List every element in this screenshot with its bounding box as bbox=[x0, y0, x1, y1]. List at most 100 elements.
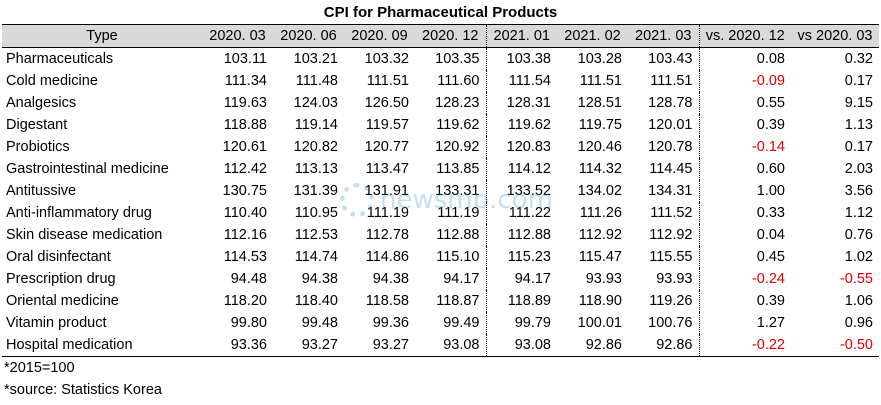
row-type-label: Prescription drug bbox=[6, 271, 116, 287]
table-cell: 112.42 bbox=[223, 161, 267, 177]
table-cell: 124.03 bbox=[293, 95, 338, 111]
table-cell: 119.57 bbox=[365, 117, 409, 133]
table-cell: 99.49 bbox=[415, 312, 487, 334]
table-cell: -0.09 bbox=[751, 73, 785, 89]
table-cell: 103.35 bbox=[415, 47, 487, 70]
table-cell: 115.47 bbox=[578, 249, 622, 265]
table-cell: 115.10 bbox=[415, 246, 487, 268]
table-cell: 0.08 bbox=[756, 51, 785, 67]
table-cell: 114.45 bbox=[628, 158, 700, 180]
table-cell: 111.51 bbox=[628, 70, 700, 92]
table-cell: 99.80 bbox=[230, 315, 267, 331]
table-row: Antitussive 130.75 131.39 131.91 133.31 133.5… bbox=[2, 180, 879, 202]
table-cell: 115.55 bbox=[628, 246, 700, 268]
table-cell: 120.82 bbox=[293, 139, 338, 155]
table-cell: 128.51 bbox=[577, 95, 622, 111]
table-cell: 114.12 bbox=[507, 161, 551, 177]
row-type-label: Hospital medication bbox=[2, 334, 202, 357]
table-cell: 118.87 bbox=[415, 290, 487, 312]
table-title: CPI for Pharmaceutical Products bbox=[323, 4, 558, 21]
table-cell: 0.33 bbox=[756, 205, 785, 221]
table-cell: 111.52 bbox=[628, 202, 700, 224]
table-cell: 111.48 bbox=[295, 73, 338, 89]
table-cell: 93.36 bbox=[202, 334, 273, 357]
row-type-label: Gastrointestinal medicine bbox=[6, 161, 169, 177]
table-cell: 103.38 bbox=[506, 51, 551, 67]
table-cell: 92.86 bbox=[628, 334, 700, 357]
column-header: 2021. 01 bbox=[486, 24, 557, 48]
table-cell: 1.12 bbox=[844, 205, 873, 221]
table-cell: 93.08 bbox=[486, 334, 557, 357]
table-cell: 0.39 bbox=[756, 117, 785, 133]
table-cell: 93.93 bbox=[585, 271, 622, 287]
table-cell: 112.78 bbox=[365, 227, 409, 243]
row-type-label: Anti-inflammatory drug bbox=[6, 205, 152, 221]
table-row: Anti-inflammatory drug 110.40 110.95 111.19… bbox=[2, 202, 879, 224]
table-cell: 131.39 bbox=[293, 183, 338, 199]
table-cell: 110.95 bbox=[294, 205, 338, 221]
column-header: 2020. 09 bbox=[344, 24, 415, 48]
table-cell: 112.88 bbox=[415, 224, 487, 246]
table-cell: 0.17 bbox=[844, 73, 873, 89]
table-cell: -0.55 bbox=[839, 271, 873, 287]
table-cell: 128.78 bbox=[628, 92, 700, 114]
table-cell: 119.62 bbox=[415, 114, 487, 136]
table-cell: 113.85 bbox=[415, 158, 487, 180]
table-cell: 113.47 bbox=[365, 161, 409, 177]
table-header-row: Type 2020. 03 2020. 06 2020. 09 2020. 12 2021… bbox=[2, 24, 879, 48]
table-cell: 1.02 bbox=[844, 249, 873, 265]
table-cell: 103.21 bbox=[293, 51, 338, 67]
source-note: *source: Statistics Korea bbox=[4, 382, 162, 398]
column-header: 2020. 12 bbox=[415, 24, 487, 48]
table-cell: 114.53 bbox=[223, 249, 267, 265]
table-cell: 120.61 bbox=[222, 139, 267, 155]
row-type-label: Oral disinfectant bbox=[6, 249, 111, 265]
table-row: Skin disease medication 112.16 112.53 112.7… bbox=[2, 224, 879, 246]
table-cell: 118.20 bbox=[223, 293, 267, 309]
table-cell: 111.34 bbox=[224, 73, 267, 89]
table-cell: 133.31 bbox=[415, 180, 487, 202]
table-row: Hospital medication 93.36 93.27 93.27 93.08 9… bbox=[2, 334, 879, 357]
table-cell: 111.19 bbox=[415, 202, 487, 224]
table-cell: 119.26 bbox=[628, 290, 700, 312]
table-cell: 114.32 bbox=[578, 161, 622, 177]
table-cell: 0.76 bbox=[844, 227, 873, 243]
table-cell: 94.17 bbox=[514, 271, 551, 287]
table-cell: 118.88 bbox=[223, 117, 267, 133]
table-cell: 119.14 bbox=[294, 117, 338, 133]
table-cell: 118.58 bbox=[365, 293, 409, 309]
row-type-label: Cold medicine bbox=[6, 73, 98, 89]
table-cell: 99.48 bbox=[301, 315, 338, 331]
table-row: Probiotics 120.61 120.82 120.77 120.92 120.83… bbox=[2, 136, 879, 158]
table-cell: 94.38 bbox=[301, 271, 338, 287]
table-cell: 131.91 bbox=[364, 183, 409, 199]
column-header: Type bbox=[2, 24, 202, 48]
table-cell: 92.86 bbox=[557, 334, 628, 357]
table-cell: 112.88 bbox=[507, 227, 551, 243]
table-row: Pharmaceuticals 103.11 103.21 103.32 103.35 1… bbox=[2, 47, 879, 70]
table-cell: 110.40 bbox=[223, 205, 267, 221]
table-cell: 99.36 bbox=[372, 315, 409, 331]
table-cell: 3.56 bbox=[844, 183, 873, 199]
table-cell: 100.01 bbox=[577, 315, 622, 331]
table-row: Prescription drug 94.48 94.38 94.38 94.17 94.… bbox=[2, 268, 879, 290]
table-cell: 103.11 bbox=[223, 51, 267, 67]
table-cell: 0.32 bbox=[844, 51, 873, 67]
table-cell: 112.92 bbox=[628, 224, 700, 246]
table-row: Digestant 118.88 119.14 119.57 119.62 119.62 1… bbox=[2, 114, 879, 136]
column-header: 2021. 02 bbox=[557, 24, 628, 48]
table-cell: 100.76 bbox=[628, 312, 700, 334]
table-cell: 0.60 bbox=[756, 161, 785, 177]
table-cell: 93.93 bbox=[628, 268, 700, 290]
table-row: Oral disinfectant 114.53 114.74 114.86 115.1… bbox=[2, 246, 879, 268]
table-cell: 112.16 bbox=[223, 227, 267, 243]
table-body: Pharmaceuticals 103.11 103.21 103.32 103.35 1… bbox=[2, 47, 879, 357]
table-cell: 111.19 bbox=[366, 205, 409, 221]
table-cell: 120.92 bbox=[415, 136, 487, 158]
table-cell: 118.89 bbox=[507, 293, 551, 309]
table-cell: 120.83 bbox=[506, 139, 551, 155]
table-cell: 112.92 bbox=[578, 227, 622, 243]
table-cell: 1.27 bbox=[756, 315, 785, 331]
table-cell: 9.15 bbox=[844, 95, 873, 111]
table-cell: 1.13 bbox=[844, 117, 873, 133]
